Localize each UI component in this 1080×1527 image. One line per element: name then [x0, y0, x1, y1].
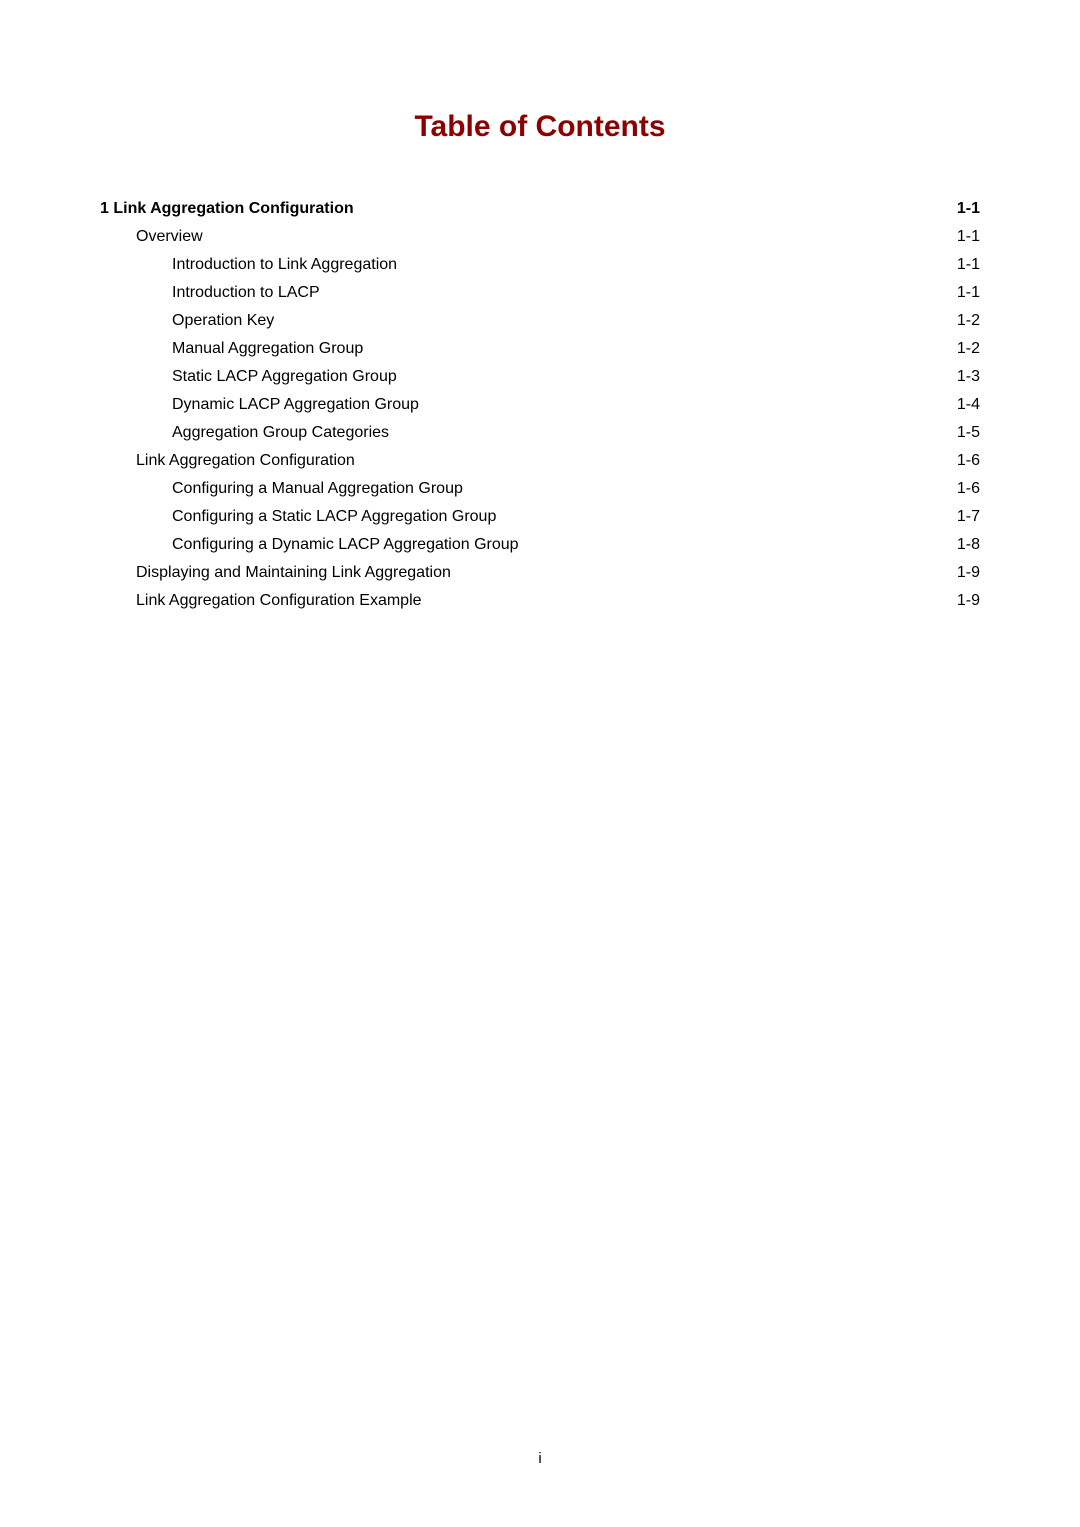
toc-entry[interactable]: Displaying and Maintaining Link Aggregat… — [100, 564, 980, 582]
toc-entry-page: 1-2 — [957, 340, 980, 358]
toc-entry-label: Link Aggregation Configuration Example — [136, 592, 422, 610]
toc-entry[interactable]: Manual Aggregation Group 1-2 — [100, 340, 980, 358]
toc-entry-label: 1 Link Aggregation Configuration — [100, 200, 354, 218]
toc-entry-label: Static LACP Aggregation Group — [172, 368, 397, 386]
toc-entry-page: 1-6 — [957, 480, 980, 498]
toc-entry[interactable]: Aggregation Group Categories 1-5 — [100, 424, 980, 442]
toc-entry-page: 1-8 — [957, 536, 980, 554]
page-number: i — [0, 1450, 1080, 1467]
toc-entry-page: 1-6 — [957, 452, 980, 470]
toc-title: Table of Contents — [100, 110, 980, 144]
toc-entry-page: 1-1 — [957, 200, 980, 218]
toc-entry[interactable]: Dynamic LACP Aggregation Group 1-4 — [100, 396, 980, 414]
toc-entry-label: Link Aggregation Configuration — [136, 452, 355, 470]
toc-entry-page: 1-3 — [957, 368, 980, 386]
toc-entry-page: 1-9 — [957, 564, 980, 582]
toc-entry[interactable]: Configuring a Dynamic LACP Aggregation G… — [100, 536, 980, 554]
page: Table of Contents 1 Link Aggregation Con… — [0, 0, 1080, 1527]
toc-entry-page: 1-5 — [957, 424, 980, 442]
toc-entry-page: 1-1 — [957, 284, 980, 302]
toc-entry-label: Configuring a Dynamic LACP Aggregation G… — [172, 536, 519, 554]
toc-entry-page: 1-9 — [957, 592, 980, 610]
toc-entry[interactable]: 1 Link Aggregation Configuration 1-1 — [100, 200, 980, 218]
toc-entry-page: 1-1 — [957, 228, 980, 246]
toc-entry-page: 1-1 — [957, 256, 980, 274]
toc-entry-label: Aggregation Group Categories — [172, 424, 389, 442]
toc-entry-label: Displaying and Maintaining Link Aggregat… — [136, 564, 451, 582]
toc-entry[interactable]: Link Aggregation Configuration Example 1-… — [100, 592, 980, 610]
toc-entry-label: Manual Aggregation Group — [172, 340, 363, 358]
toc-entry[interactable]: Introduction to LACP 1-1 — [100, 284, 980, 302]
toc-entry[interactable]: Operation Key 1-2 — [100, 312, 980, 330]
toc-entry[interactable]: Static LACP Aggregation Group 1-3 — [100, 368, 980, 386]
toc-entry-page: 1-7 — [957, 508, 980, 526]
toc-entry[interactable]: Configuring a Manual Aggregation Group 1-… — [100, 480, 980, 498]
toc-entry-page: 1-4 — [957, 396, 980, 414]
toc-list: 1 Link Aggregation Configuration 1-1Over… — [100, 200, 980, 610]
toc-entry[interactable]: Link Aggregation Configuration 1-6 — [100, 452, 980, 470]
toc-entry-label: Introduction to Link Aggregation — [172, 256, 397, 274]
toc-entry-label: Operation Key — [172, 312, 274, 330]
toc-entry-label: Overview — [136, 228, 203, 246]
toc-entry[interactable]: Overview 1-1 — [100, 228, 980, 246]
toc-entry-label: Configuring a Manual Aggregation Group — [172, 480, 463, 498]
toc-entry-label: Dynamic LACP Aggregation Group — [172, 396, 419, 414]
toc-entry-page: 1-2 — [957, 312, 980, 330]
toc-entry-label: Introduction to LACP — [172, 284, 320, 302]
toc-entry[interactable]: Introduction to Link Aggregation 1-1 — [100, 256, 980, 274]
toc-entry[interactable]: Configuring a Static LACP Aggregation Gr… — [100, 508, 980, 526]
toc-entry-label: Configuring a Static LACP Aggregation Gr… — [172, 508, 496, 526]
